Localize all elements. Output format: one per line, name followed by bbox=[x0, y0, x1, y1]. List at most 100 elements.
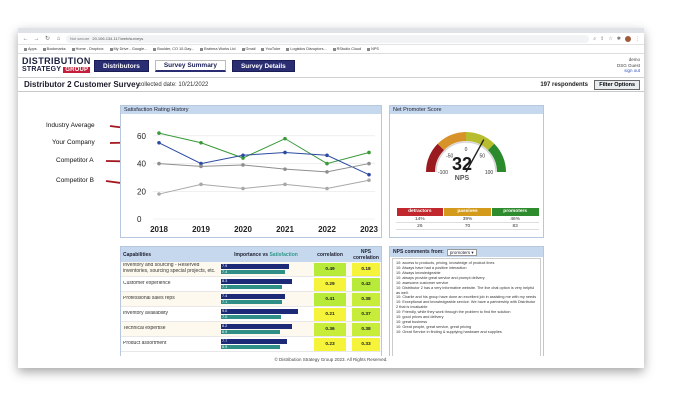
importance-bar: 8.3 bbox=[221, 279, 293, 284]
series-point bbox=[199, 161, 203, 166]
series-point bbox=[157, 140, 161, 145]
logo-line2: STRATEGY bbox=[22, 66, 62, 73]
series-point bbox=[367, 161, 371, 166]
series-point bbox=[157, 192, 161, 196]
series-point bbox=[283, 182, 287, 187]
nps-percent: 14% bbox=[396, 216, 444, 223]
menu-icon[interactable]: ⋮ bbox=[635, 35, 640, 42]
capability-name: Professional sales reps bbox=[123, 296, 175, 302]
comments-list[interactable]: 10: access to products, pricing, knowled… bbox=[392, 258, 541, 357]
nav-distributors[interactable]: Distributors bbox=[94, 60, 149, 72]
nps-correlation-cell: 0.18 bbox=[352, 262, 380, 276]
bookmark-item[interactable]: Gmail bbox=[241, 47, 255, 51]
search-icon[interactable]: ⌕ bbox=[593, 35, 597, 42]
bookmark-item[interactable]: Home - Dropbox bbox=[71, 47, 104, 51]
importance-bar: 7.9 bbox=[221, 264, 289, 269]
capability-name: Technical expertise bbox=[123, 326, 166, 332]
satisfaction-bar: 7.0 bbox=[221, 314, 282, 319]
filter-options-button[interactable]: Filter Options bbox=[594, 79, 640, 90]
capability-row[interactable]: Technical expertise 8.2 6.9 0.36 0.38 bbox=[121, 322, 381, 337]
bookmark-item[interactable]: Boulder, CO 10-Day... bbox=[153, 47, 194, 51]
x-tick-label: 2021 bbox=[276, 225, 294, 234]
label-competitor-a: Competitor A bbox=[56, 157, 94, 164]
footer: © Distribution Strategy Group 2023. All … bbox=[18, 356, 644, 364]
nav-survey-summary[interactable]: Survey Summary bbox=[154, 60, 226, 72]
capability-bars: 8.3 7.1 bbox=[221, 279, 311, 289]
collected-date: collected date: 10/21/2022 bbox=[138, 81, 209, 88]
nps-title: Net Promoter Score bbox=[390, 106, 543, 114]
importance-bar: 7.7 bbox=[221, 339, 288, 344]
bookmarks-bar: Apps Bookmarks Home - Dropbox My Drive - Go… bbox=[18, 45, 644, 54]
extensions: ⌕ ⇪ ☆ ✱ ⋮ bbox=[593, 35, 640, 42]
nps-count: 26 bbox=[396, 223, 444, 230]
forward-icon[interactable]: → bbox=[33, 35, 40, 42]
nps-count: 83 bbox=[491, 223, 539, 230]
bookmark-item[interactable]: YouTube bbox=[261, 47, 280, 51]
series-point bbox=[241, 156, 245, 160]
bookmark-item[interactable]: My Drive - Google... bbox=[109, 47, 147, 51]
correlation-cell: 0.36 bbox=[314, 322, 346, 336]
bookmark-item[interactable]: Brahma Works Ltd bbox=[200, 47, 236, 51]
nps-correlation-cell: 0.37 bbox=[352, 307, 380, 321]
url-field[interactable]: Not secure 20.106.134.117/web/surveys bbox=[66, 34, 590, 43]
nps-percent: 39% bbox=[443, 216, 492, 223]
nav-survey-details[interactable]: Survey Details bbox=[231, 60, 295, 72]
capability-row[interactable]: Professional sales reps 7.4 7.1 0.41 0.38 bbox=[121, 292, 381, 307]
bookmark-item[interactable]: Bookmarks bbox=[42, 47, 66, 51]
series-point bbox=[367, 150, 371, 155]
nps-correlation-cell: 0.42 bbox=[352, 277, 380, 291]
comments-filter-select[interactable]: promoters ▾ bbox=[446, 248, 477, 256]
comment-item: 10: always provide great service and pro… bbox=[396, 275, 485, 280]
respondent-count: 197 respondents bbox=[540, 81, 588, 88]
gauge-band-red bbox=[426, 143, 445, 172]
bookmark-item[interactable]: Logistics Disruptors... bbox=[286, 47, 327, 51]
comment-item: 10: Charlie and his group have done an e… bbox=[396, 295, 537, 300]
capability-row[interactable]: Inventory and sourcing - Reserved invent… bbox=[121, 262, 381, 277]
comment-item: 10: Great Service in finding & supplying… bbox=[396, 329, 502, 334]
profile-avatar[interactable] bbox=[625, 35, 631, 42]
nps-correlation-cell: 0.38 bbox=[352, 322, 380, 336]
series-point bbox=[199, 140, 203, 145]
reload-icon[interactable]: ↻ bbox=[44, 36, 51, 42]
nps-header-passives: passives bbox=[444, 208, 491, 216]
cap-col-imp-sat: Importance vs Satisfaction bbox=[234, 251, 298, 258]
series-line-3 bbox=[158, 179, 370, 195]
share-icon[interactable]: ⇪ bbox=[600, 35, 605, 42]
cap-col-name: Capabilities bbox=[123, 251, 152, 258]
capability-row[interactable]: Customer experience 8.3 7.1 0.29 0.42 bbox=[121, 277, 381, 292]
star-icon[interactable]: ☆ bbox=[608, 35, 613, 42]
user-box: demo DSG Guest sign out bbox=[617, 57, 640, 74]
correlation-cell: 0.29 bbox=[314, 277, 346, 291]
nps-score: 32 bbox=[452, 154, 472, 174]
capability-row[interactable]: Inventory availability 9.0 7.0 0.21 0.37 bbox=[121, 307, 381, 322]
series-point bbox=[325, 170, 329, 174]
capability-row[interactable]: Product assortment 7.7 6.9 0.23 0.33 bbox=[121, 337, 381, 352]
logo-group: GROUP bbox=[63, 67, 91, 73]
capability-name: Product assortment bbox=[123, 341, 167, 347]
nps-panel: Net Promoter Score -100 -50 0 50 100 32 NPS de… bbox=[389, 105, 544, 238]
gauge-inner-ring bbox=[435, 141, 497, 173]
y-tick-label: 20 bbox=[137, 187, 146, 196]
puzzle-icon[interactable]: ✱ bbox=[616, 35, 621, 42]
importance-bar: 9.0 bbox=[221, 309, 299, 314]
satisfaction-title: Satisfaction Rating History bbox=[121, 106, 381, 114]
capabilities-rows: Inventory and sourcing - Reserved invent… bbox=[121, 262, 381, 352]
correlation-cell: 0.49 bbox=[314, 262, 346, 276]
bookmark-item[interactable]: NPS bbox=[367, 47, 379, 51]
gauge-band-orange bbox=[437, 132, 466, 151]
tab-strip bbox=[18, 28, 644, 33]
gauge-tick-label: -100 bbox=[438, 170, 448, 176]
app-header: DISTRIBUTION STRATEGY GROUP Distributors… bbox=[18, 54, 644, 78]
user-name: demo bbox=[628, 57, 640, 62]
signout-link[interactable]: sign out bbox=[624, 68, 640, 74]
back-icon[interactable]: ← bbox=[22, 35, 29, 42]
capability-name: Inventory availability bbox=[123, 311, 169, 317]
nps-correlation-cell: 0.38 bbox=[352, 292, 380, 306]
company-logo[interactable]: DISTRIBUTION STRATEGY GROUP bbox=[22, 57, 91, 73]
comment-item: 10: great business bbox=[396, 320, 428, 325]
satisfaction-chart: 0 20 40 60 2018 2019 2020 2021 2022 2023 bbox=[121, 114, 381, 237]
home-icon[interactable]: ⌂ bbox=[56, 35, 61, 42]
bookmark-item[interactable]: Apps bbox=[24, 47, 37, 51]
bookmark-item[interactable]: RStudio Cloud bbox=[332, 47, 361, 51]
